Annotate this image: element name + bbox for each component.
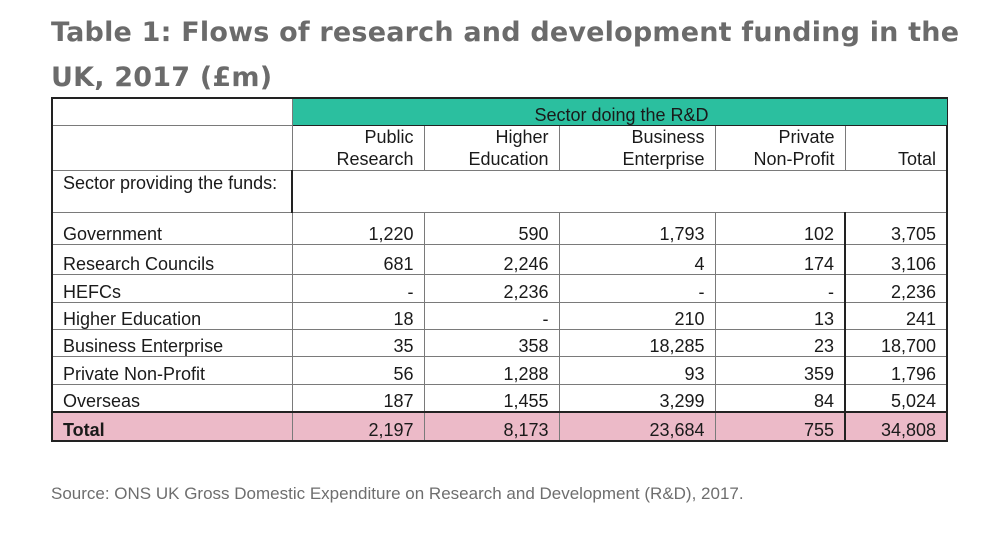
table-cell: 210 [558,301,716,330]
table-cell: 359 [714,355,846,385]
column-header: Public Research [291,124,425,171]
table-cell: 35 [291,328,425,357]
source-note: Source: ONS UK Gross Domestic Expenditur… [51,484,744,503]
table-cell: - [291,273,425,303]
table-cell: 590 [423,211,560,245]
column-header-total: Total [844,124,948,171]
table-cell: 681 [291,243,425,275]
column-header: Higher Education [423,124,560,171]
table-cell: 4 [558,243,716,275]
table-cell: 93 [558,355,716,385]
table-cell: 1,220 [291,211,425,245]
table-row: Research Councils 681 2,246 4 174 3,106 [51,243,948,275]
table-cell: 18 [291,301,425,330]
row-total-cell: 5,024 [844,383,948,413]
total-label: Total [51,411,293,442]
table-cell: 358 [423,328,560,357]
rd-funding-table: Sector doing the R&D Public Research High… [51,97,948,442]
sector-providing-label: Sector providing the funds: [51,169,293,213]
column-header: Business Enterprise [558,124,716,171]
row-total-cell: 241 [844,301,948,330]
total-cell: 8,173 [423,411,560,442]
total-cell: 23,684 [558,411,716,442]
table-row: Business Enterprise 35 358 18,285 23 18,700 [51,328,948,357]
row-label: Higher Education [51,301,293,330]
table-row: Overseas 187 1,455 3,299 84 5,024 [51,383,948,413]
table-cell: 2,246 [423,243,560,275]
table-row: HEFCs -2,236- -2,236 [51,273,948,303]
table-title: Table 1: Flows of research and developme… [51,17,960,93]
row-total-cell: 3,106 [844,243,948,275]
table-row: Higher Education 18-210 13 241 [51,301,948,330]
row-label: Private Non-Profit [51,355,293,385]
table-cell: 187 [291,383,425,413]
row-total-cell: 18,700 [844,328,948,357]
row-label: Overseas [51,383,293,413]
table-cell: 23 [714,328,846,357]
header-corner-2 [51,124,293,171]
table-cell: 2,236 [423,273,560,303]
table-cell: 1,288 [423,355,560,385]
table-cell: 3,299 [558,383,716,413]
table-row: Government 1,220 590 1,793 102 3,705 [51,211,948,245]
table-cell: 102 [714,211,846,245]
total-cell: 2,197 [291,411,425,442]
table-cell: 56 [291,355,425,385]
row-total-cell: 2,236 [844,273,948,303]
grand-total-cell: 34,808 [844,411,948,442]
total-cell: 755 [714,411,846,442]
row-label: Research Councils [51,243,293,275]
table-cell: - [423,301,560,330]
row-label: Government [51,211,293,245]
sector-providing-blank [291,169,948,213]
header-corner [51,97,293,126]
table-cell: 84 [714,383,846,413]
table-cell: - [558,273,716,303]
table-row: Private Non-Profit 56 1,288 93 359 1,796 [51,355,948,385]
column-header: Private Non-Profit [714,124,846,171]
total-row: Total 2,197 8,173 23,684 755 34,808 [51,411,948,442]
row-label: HEFCs [51,273,293,303]
row-label: Business Enterprise [51,328,293,357]
table-cell: 174 [714,243,846,275]
table-cell: 1,455 [423,383,560,413]
row-total-cell: 1,796 [844,355,948,385]
table-cell: 13 [714,301,846,330]
table-cell: 18,285 [558,328,716,357]
row-total-cell: 3,705 [844,211,948,245]
table-cell: 1,793 [558,211,716,245]
table-cell: - [714,273,846,303]
sector-doing-header: Sector doing the R&D [291,97,948,126]
